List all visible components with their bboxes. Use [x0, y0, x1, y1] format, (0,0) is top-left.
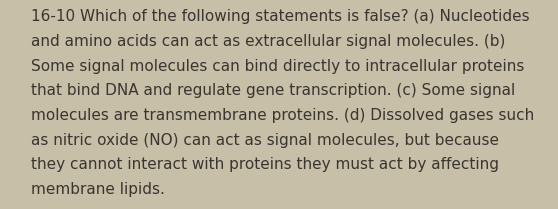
Text: and amino acids can act as extracellular signal molecules. (b): and amino acids can act as extracellular… [31, 34, 505, 49]
Text: that bind DNA and regulate gene transcription. (c) Some signal: that bind DNA and regulate gene transcri… [31, 83, 515, 98]
Text: molecules are transmembrane proteins. (d) Dissolved gases such: molecules are transmembrane proteins. (d… [31, 108, 534, 123]
Text: Some signal molecules can bind directly to intracellular proteins: Some signal molecules can bind directly … [31, 59, 524, 74]
Text: they cannot interact with proteins they must act by affecting: they cannot interact with proteins they … [31, 157, 499, 172]
Text: as nitric oxide (NO) can act as signal molecules, but because: as nitric oxide (NO) can act as signal m… [31, 133, 499, 148]
Text: membrane lipids.: membrane lipids. [31, 182, 165, 197]
Text: 16-10 Which of the following statements is false? (a) Nucleotides: 16-10 Which of the following statements … [31, 9, 530, 24]
